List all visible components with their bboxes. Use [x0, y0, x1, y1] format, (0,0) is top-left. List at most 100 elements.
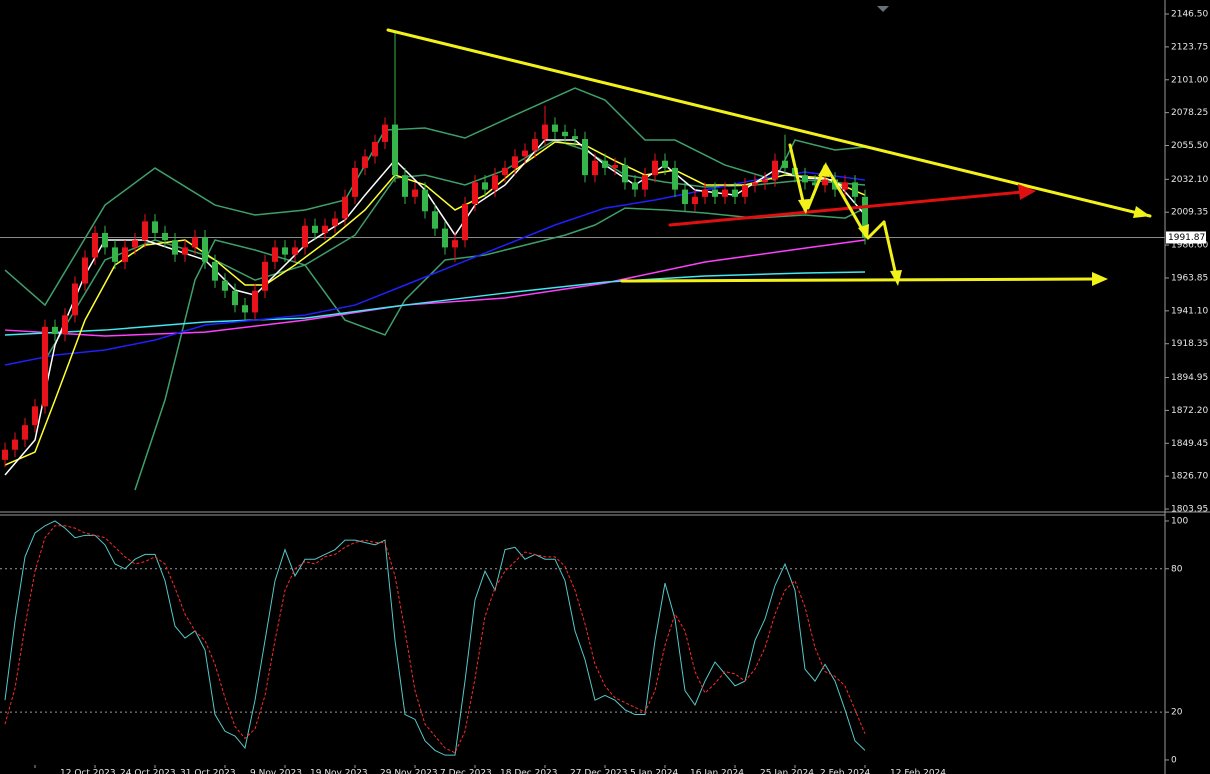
- indicator-line: [4, 139, 866, 476]
- candle-body: [362, 156, 368, 168]
- candle-body: [102, 232, 108, 248]
- candle-body: [372, 141, 378, 157]
- candle-body: [632, 182, 638, 190]
- candle-body: [302, 225, 308, 248]
- candle-body: [472, 182, 478, 205]
- current-price-label: 1991.87: [1168, 233, 1205, 243]
- indicator-line: [4, 271, 866, 336]
- candle-body: [822, 179, 828, 186]
- candle-body: [492, 175, 498, 190]
- candle-body: [662, 160, 668, 168]
- y-tick-label: 1803.95: [1171, 505, 1208, 515]
- x-tick-label: 19 Nov 2023: [310, 769, 368, 774]
- candle-body: [542, 124, 548, 140]
- x-tick-label: 2 Feb 2024: [820, 769, 871, 774]
- candle-body: [802, 175, 808, 183]
- y-tick-label: 2123.75: [1171, 42, 1208, 52]
- x-tick-label: 16 Jan 2024: [690, 769, 744, 774]
- arrow: [866, 220, 886, 240]
- shift-marker: [877, 6, 889, 12]
- candle-body: [522, 150, 528, 157]
- candle-body: [62, 315, 68, 335]
- y-tick-label: 2146.50: [1171, 10, 1208, 20]
- annotations: [386, 28, 1152, 286]
- candle-body: [442, 228, 448, 248]
- y-tick-label: 1872.20: [1171, 406, 1208, 416]
- candle-body: [732, 189, 738, 197]
- x-tick-label: 12 Oct 2023: [60, 769, 116, 774]
- y-tick-label: 1894.95: [1171, 373, 1208, 383]
- x-tick-label: 5 Jan 2024: [630, 769, 678, 774]
- candle-body: [212, 261, 218, 281]
- candle-body: [722, 189, 728, 197]
- candle-body: [402, 175, 408, 197]
- candle-body: [782, 160, 788, 168]
- candle-body: [262, 261, 268, 291]
- plot-area: [0, 30, 1165, 756]
- indicator-line: [4, 239, 866, 337]
- trendline: [668, 190, 1024, 227]
- candle-body: [112, 247, 118, 262]
- candle-body: [122, 247, 128, 262]
- candle-body: [32, 406, 38, 426]
- arrow: [788, 143, 807, 212]
- candle-body: [642, 175, 648, 190]
- x-tick-label: 25 Jan 2024: [760, 769, 814, 774]
- candle-body: [2, 449, 8, 460]
- candle-body: [22, 425, 28, 440]
- candle-body: [692, 196, 698, 205]
- candle-body: [42, 326, 48, 407]
- candle-body: [452, 240, 458, 248]
- x-tick-label: 12 Feb 2024: [890, 769, 946, 774]
- candle-body: [592, 160, 598, 176]
- candle-body: [332, 218, 338, 226]
- y-tick-label: 1941.10: [1171, 306, 1208, 316]
- candle-body: [562, 131, 568, 137]
- arrow-head: [890, 270, 902, 286]
- candle-body: [382, 124, 388, 142]
- candle-body: [852, 182, 858, 197]
- y-tick-label: 1963.85: [1171, 273, 1208, 283]
- axes: 2146.50 2123.75 2101.00 2078.25 2055.50 2032.…: [34, 10, 1208, 774]
- y-tick-label: 2078.25: [1171, 108, 1208, 118]
- candle-body: [352, 167, 358, 197]
- y-tick-label: 0: [1171, 755, 1177, 765]
- candle-body: [272, 247, 278, 262]
- indicator-line: [4, 141, 866, 466]
- candle-body: [162, 232, 168, 241]
- x-tick-label: 27 Dec 2023: [570, 769, 628, 774]
- candle-body: [712, 189, 718, 197]
- candle-body: [192, 237, 198, 248]
- x-tick-label: 18 Dec 2023: [500, 769, 558, 774]
- arrow-head: [798, 199, 810, 214]
- candle-body: [342, 196, 348, 219]
- candle-body: [702, 189, 708, 197]
- candle-body: [92, 232, 98, 258]
- arrow-head: [858, 224, 869, 240]
- y-tick-label: 20: [1171, 708, 1183, 718]
- candle-body: [132, 240, 138, 248]
- arrow: [882, 220, 899, 282]
- candle-body: [72, 283, 78, 316]
- candle-body: [322, 225, 328, 233]
- candle-body: [812, 182, 818, 186]
- candle-body: [282, 247, 288, 255]
- arrow-head: [1018, 184, 1036, 200]
- candle-body: [52, 326, 58, 335]
- x-tick-label: 9 Nov 2023: [250, 769, 302, 774]
- candle-body: [532, 139, 538, 151]
- y-tick-label: 2032.10: [1171, 175, 1208, 185]
- y-tick-label: 100: [1171, 516, 1188, 526]
- candle-body: [582, 139, 588, 176]
- x-tick-label: 7 Dec 2023: [440, 769, 492, 774]
- candle-body: [232, 290, 238, 306]
- trendline: [620, 277, 1096, 283]
- indicator-line: [4, 171, 866, 366]
- candle-body: [12, 439, 18, 450]
- candle-body: [842, 182, 848, 190]
- y-tick-label: 1849.45: [1171, 439, 1208, 449]
- candle-body: [222, 280, 228, 291]
- candle-body: [142, 221, 148, 241]
- indicator-line: [134, 207, 866, 491]
